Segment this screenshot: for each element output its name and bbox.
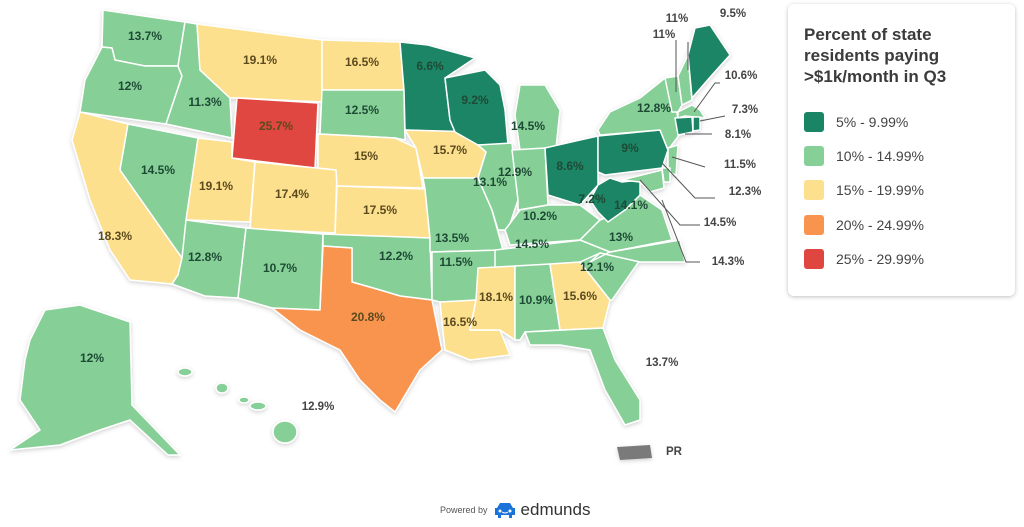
state-label-UT: 19.1% (199, 179, 233, 193)
state-FL[interactable] (524, 327, 641, 426)
state-label-MS: 18.1% (479, 290, 513, 304)
legend-title-line: >$1k/month in Q3 (804, 67, 947, 86)
legend-title-line: residents paying (804, 46, 940, 65)
state-WV[interactable] (589, 177, 641, 223)
legend-item-20-25[interactable]: 20% - 24.99% (804, 214, 924, 236)
state-label-NM: 10.7% (263, 261, 297, 275)
state-label-WI: 9.2% (461, 93, 489, 107)
state-label-MD: 14.5% (704, 217, 737, 229)
state-label-DE: 12.3% (729, 186, 762, 198)
state-label-LA: 16.5% (443, 315, 477, 329)
state-label-WA: 13.7% (128, 29, 162, 43)
legend-label: 5% - 9.99% (836, 114, 909, 130)
state-label-HI: 12.9% (302, 401, 335, 413)
state-label-CO: 17.4% (275, 187, 309, 201)
legend-swatch (804, 112, 824, 132)
state-label-OK: 12.2% (379, 249, 413, 263)
state-GA[interactable] (549, 261, 611, 331)
legend-label: 20% - 24.99% (836, 217, 924, 233)
legend-title: Percent of state residents paying >$1k/m… (804, 24, 1004, 87)
state-label-AK: 12% (80, 351, 104, 365)
state-label-WV: 7.2% (578, 192, 606, 206)
territory-PR[interactable] (617, 445, 652, 460)
state-MD[interactable] (621, 169, 665, 193)
state-MA[interactable] (677, 104, 706, 119)
state-ME[interactable] (687, 24, 731, 99)
state-label-NJ: 11.5% (724, 159, 756, 171)
state-CT[interactable] (674, 116, 694, 136)
state-label-AZ: 12.8% (188, 250, 222, 264)
edmunds-logo-text: edmunds (520, 500, 591, 519)
state-AK[interactable] (9, 304, 181, 456)
state-label-MA: 10.6% (725, 70, 758, 82)
state-HI[interactable] (177, 367, 298, 444)
state-label-ND: 16.5% (345, 55, 379, 69)
state-label-MI: 14.5% (511, 119, 545, 133)
legend-swatch (804, 249, 824, 269)
state-label-IN: 12.9% (498, 165, 532, 179)
state-label-RI: 7.3% (732, 104, 758, 116)
state-label-KY: 10.2% (523, 209, 557, 223)
state-label-TN: 14.5% (515, 237, 549, 251)
state-label-CA: 18.3% (98, 229, 132, 243)
state-label-SD: 12.5% (345, 103, 379, 117)
legend-item-10-15[interactable]: 10% - 14.99% (804, 145, 924, 167)
state-KY[interactable] (504, 204, 601, 246)
state-SC[interactable] (579, 252, 641, 301)
state-label-NC: 13% (609, 230, 633, 244)
state-label-NY: 12.8% (637, 101, 671, 115)
state-label-DC: 14.3% (712, 256, 745, 268)
powered-by-edmunds[interactable]: Powered by edmunds (440, 500, 590, 520)
legend-swatch (804, 215, 824, 235)
state-label-TX: 20.8% (351, 310, 385, 324)
state-label-IL: 13.1% (473, 175, 507, 189)
state-label-VA: 14.1% (614, 198, 648, 212)
state-label-GA: 15.6% (563, 289, 597, 303)
state-MI[interactable] (514, 84, 561, 151)
legend-swatch (804, 146, 824, 166)
state-label-MN: 6.6% (416, 59, 444, 73)
state-label-PA: 9% (621, 141, 639, 155)
legend-title-line: Percent of state (804, 25, 932, 44)
state-label-ME: 9.5% (720, 8, 746, 20)
legend-item-5-10[interactable]: 5% - 9.99% (804, 111, 908, 133)
state-SD[interactable] (319, 89, 406, 141)
leader-lines (639, 40, 726, 263)
state-label-OH: 8.6% (556, 159, 584, 173)
state-label-MT: 19.1% (243, 53, 277, 67)
state-label-NV: 14.5% (141, 163, 175, 177)
state-label-NH: 11% (666, 13, 688, 25)
state-TX[interactable] (271, 245, 443, 413)
legend-item-15-20[interactable]: 15% - 19.99% (804, 179, 924, 201)
legend-item-25-30[interactable]: 25% - 29.99% (804, 248, 924, 270)
state-label-MO: 13.5% (435, 231, 469, 245)
pr-label: PR (666, 446, 683, 458)
state-IN[interactable] (511, 147, 549, 211)
state-label-SC: 12.1% (580, 260, 614, 274)
legend-label: 10% - 14.99% (836, 148, 924, 164)
legend: Percent of state residents paying >$1k/m… (788, 4, 1015, 296)
legend-label: 15% - 19.99% (836, 182, 924, 198)
state-label-IA: 15.7% (433, 143, 467, 157)
state-label-CT: 8.1% (725, 129, 751, 141)
state-label-ID: 11.3% (188, 95, 222, 109)
state-label-OR: 12% (118, 79, 142, 93)
state-label-WY: 25.7% (259, 119, 293, 133)
powered-by-text: Powered by (440, 505, 488, 515)
state-label-KS: 17.5% (363, 203, 397, 217)
state-RI[interactable] (692, 116, 701, 132)
state-label-FL: 13.7% (646, 357, 679, 369)
state-label-NE: 15% (354, 149, 378, 163)
state-WY[interactable] (231, 97, 319, 169)
legend-swatch (804, 180, 824, 200)
legend-label: 25% - 29.99% (836, 251, 924, 267)
state-label-AR: 11.5% (439, 255, 473, 269)
state-labels: 13.7% 12% 18.3% 11.3% 14.5% 19.1% 25.7% 19.1% 17… (80, 8, 761, 413)
car-icon (494, 503, 515, 518)
state-label-VT: 11% (653, 29, 675, 41)
state-label-AL: 10.9% (519, 293, 553, 307)
